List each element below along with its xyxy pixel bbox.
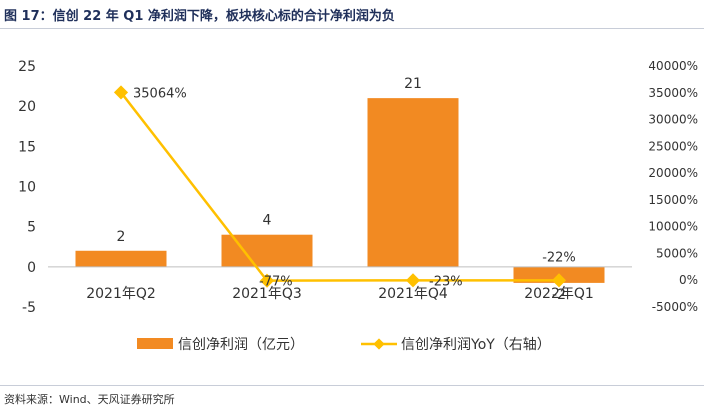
right-tick-label: 25000% [648,139,698,153]
bar-series: 2 4 21 -2 [75,76,605,303]
combo-chart: -5 0 5 10 15 20 25 -5000% 0% 5000% 10000% 15000% 20… [18,59,698,353]
yoy-point [405,273,421,288]
yoy-value-label: 35064% [133,86,187,101]
left-tick-label: 25 [18,59,36,75]
legend-line-label: 信创净利润YoY（右轴） [401,337,551,353]
right-tick-label: 5000% [656,246,698,260]
right-tick-label: 15000% [648,193,698,207]
left-tick-label: 5 [27,220,36,236]
bar [367,98,459,267]
right-tick-label: 40000% [648,59,698,73]
x-tick-label: 2021年Q3 [232,286,302,302]
yoy-point [551,273,567,288]
left-tick-label: 10 [18,180,36,196]
source-note: 资料来源：Wind、天风证券研究所 [4,393,175,406]
yoy-line [120,91,560,282]
right-tick-label: -5000% [652,300,698,314]
right-tick-label: 10000% [648,220,698,234]
x-tick-label: 2021年Q2 [86,286,156,302]
source-divider [0,385,704,386]
chart-title: 图 17：信创 22 年 Q1 净利润下降，板块核心标的合计净利润为负 [4,9,395,24]
line-series: 35064% -77% -23% -22% [113,85,576,290]
right-axis: -5000% 0% 5000% 10000% 15000% 20000% 25000% 300… [648,59,698,314]
legend-line-marker [373,338,385,350]
left-tick-label: 0 [27,260,36,276]
legend: 信创净利润（亿元） 信创净利润YoY（右轴） [137,337,551,353]
left-axis: -5 0 5 10 15 20 25 [18,59,36,316]
legend-bar-label: 信创净利润（亿元） [178,337,304,353]
title-divider [0,28,704,29]
bar-value-label: -2 [552,287,566,303]
left-tick-label: 20 [18,99,36,115]
left-tick-label: -5 [22,300,36,316]
x-axis: 2021年Q2 2021年Q3 2021年Q4 2022年Q1 [86,286,594,302]
right-tick-label: 20000% [648,166,698,180]
bar-value-label: 4 [263,213,272,229]
bar [75,250,167,267]
yoy-value-label: -77% [259,275,293,290]
right-tick-label: 35000% [648,86,698,100]
bar-value-label: 2 [117,229,126,245]
x-tick-label: 2021年Q4 [378,286,448,302]
yoy-value-label: -23% [429,274,463,289]
yoy-point [259,273,275,288]
left-tick-label: 15 [18,139,36,155]
bar-value-label: 21 [404,76,422,92]
legend-bar-swatch [137,338,173,349]
x-tick-label: 2022年Q1 [524,286,594,302]
right-tick-label: 0% [679,273,698,287]
yoy-value-label: -22% [542,250,576,265]
right-tick-label: 30000% [648,113,698,127]
